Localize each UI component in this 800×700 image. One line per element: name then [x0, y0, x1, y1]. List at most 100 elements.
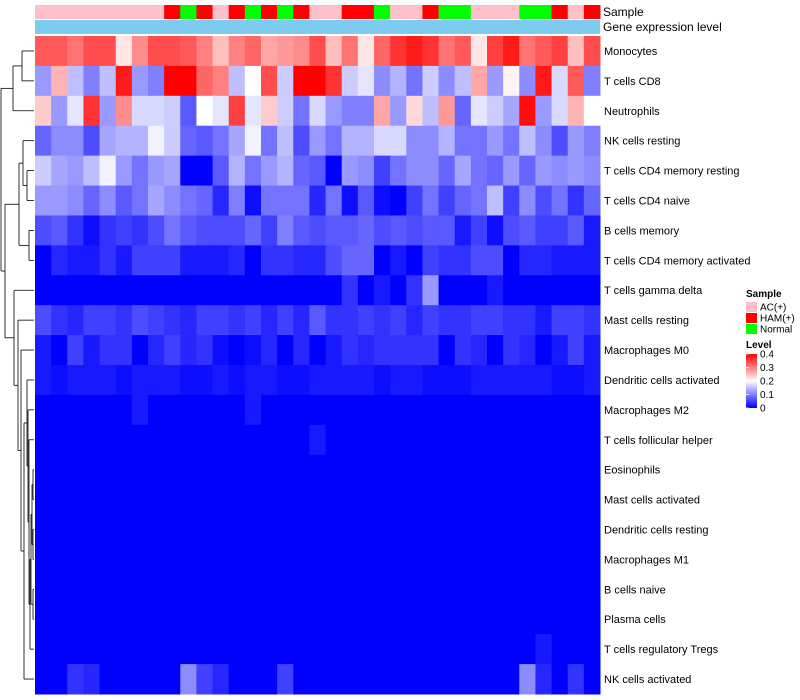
heatmap-cell: [228, 484, 246, 516]
heatmap-cell: [51, 574, 68, 605]
heatmap-cell: [148, 65, 165, 97]
annotation-sample-cell: [390, 5, 407, 19]
heatmap-cell: [438, 424, 456, 456]
heatmap-cell: [374, 185, 391, 216]
row-label: B cells memory: [604, 225, 680, 237]
heatmap-cell: [180, 36, 197, 67]
heatmap-cell: [583, 215, 601, 246]
heatmap-cell: [309, 664, 327, 695]
heatmap-cell: [196, 664, 214, 695]
heatmap-cell: [131, 664, 149, 695]
heatmap-cell: [454, 454, 472, 486]
heatmap-cell: [131, 484, 149, 516]
heatmap-cell: [131, 394, 149, 426]
heatmap-cell: [131, 634, 149, 665]
heatmap-cell: [83, 215, 101, 246]
heatmap-cell: [454, 155, 472, 187]
heatmap-cell: [341, 634, 359, 665]
heatmap-cell: [67, 634, 84, 665]
heatmap-cell: [67, 95, 84, 127]
heatmap-cell: [293, 305, 310, 336]
heatmap-cell: [374, 245, 391, 276]
heatmap-cell: [535, 574, 553, 605]
heatmap-cell: [567, 335, 585, 366]
heatmap-cell: [35, 65, 52, 97]
heatmap-cell: [293, 424, 310, 456]
heatmap-cell: [325, 95, 343, 127]
heatmap-cell: [374, 305, 391, 336]
heatmap-cell: [470, 394, 488, 426]
heatmap-cell: [212, 484, 230, 516]
heatmap-cell: [503, 36, 520, 67]
heatmap-cell: [51, 335, 68, 366]
heatmap-cell: [148, 245, 165, 276]
heatmap-cell: [438, 305, 456, 336]
heatmap-cell: [567, 275, 585, 306]
heatmap-cell: [83, 394, 101, 426]
heatmap-cell: [131, 65, 149, 97]
heatmap-cell: [99, 544, 117, 575]
heatmap-cell: [551, 125, 569, 157]
heatmap-cell: [390, 544, 407, 575]
heatmap-cell: [51, 245, 68, 276]
heatmap-cell: [180, 275, 197, 306]
heatmap-cell: [454, 365, 472, 396]
heatmap-cell: [422, 65, 440, 97]
heatmap-cell: [309, 245, 327, 276]
heatmap-cell: [583, 604, 601, 635]
heatmap-cell: [67, 155, 84, 187]
heatmap-cell: [277, 185, 294, 216]
heatmap-cell: [51, 394, 68, 426]
annotation-label-sample: Sample: [603, 5, 644, 19]
heatmap-cell: [341, 394, 359, 426]
heatmap-cell: [470, 185, 488, 216]
heatmap-cell: [341, 95, 359, 127]
heatmap-cell: [519, 95, 536, 127]
heatmap-cell: [551, 514, 569, 545]
heatmap-cell: [438, 125, 456, 157]
heatmap-cell: [51, 424, 68, 456]
heatmap-cell: [454, 484, 472, 516]
heatmap-cell: [535, 424, 553, 456]
heatmap-cell: [180, 365, 197, 396]
heatmap-cell: [583, 65, 601, 97]
legend-level-colorbar: [746, 354, 757, 408]
heatmap-cell: [131, 365, 149, 396]
heatmap-cell: [470, 335, 488, 366]
heatmap-cell: [180, 424, 197, 456]
heatmap-cell: [341, 574, 359, 605]
annotation-sample-cell: [487, 5, 504, 19]
heatmap-cell: [180, 394, 197, 426]
heatmap-cell: [99, 424, 117, 456]
heatmap-cell: [357, 245, 375, 276]
heatmap-cell: [196, 394, 214, 426]
heatmap-cell: [196, 305, 214, 336]
heatmap-cell: [261, 604, 278, 635]
heatmap-cell: [164, 664, 181, 695]
heatmap-cell: [228, 574, 246, 605]
heatmap-cell: [148, 185, 165, 216]
annotation-sample-cell: [164, 5, 181, 19]
heatmap-cell: [148, 36, 165, 67]
heatmap-cell: [83, 454, 101, 486]
heatmap-cell: [567, 125, 585, 157]
heatmap-cell: [309, 65, 327, 97]
heatmap-cell: [196, 365, 214, 396]
heatmap-cell: [115, 155, 133, 187]
heatmap-cell: [583, 155, 601, 187]
heatmap-cell: [196, 215, 214, 246]
heatmap-cell: [293, 65, 310, 97]
heatmap-cell: [503, 215, 520, 246]
heatmap-cell: [374, 125, 391, 157]
heatmap-cell: [390, 634, 407, 665]
heatmap-cell: [341, 215, 359, 246]
heatmap-cell: [261, 544, 278, 575]
heatmap-cell: [99, 65, 117, 97]
heatmap-cell: [406, 36, 423, 67]
heatmap-cell: [35, 215, 52, 246]
heatmap-cell: [293, 155, 310, 187]
heatmap-cell: [148, 275, 165, 306]
heatmap-cell: [261, 664, 278, 695]
annotation-sample-cell: [567, 5, 585, 19]
heatmap-cell: [180, 125, 197, 157]
